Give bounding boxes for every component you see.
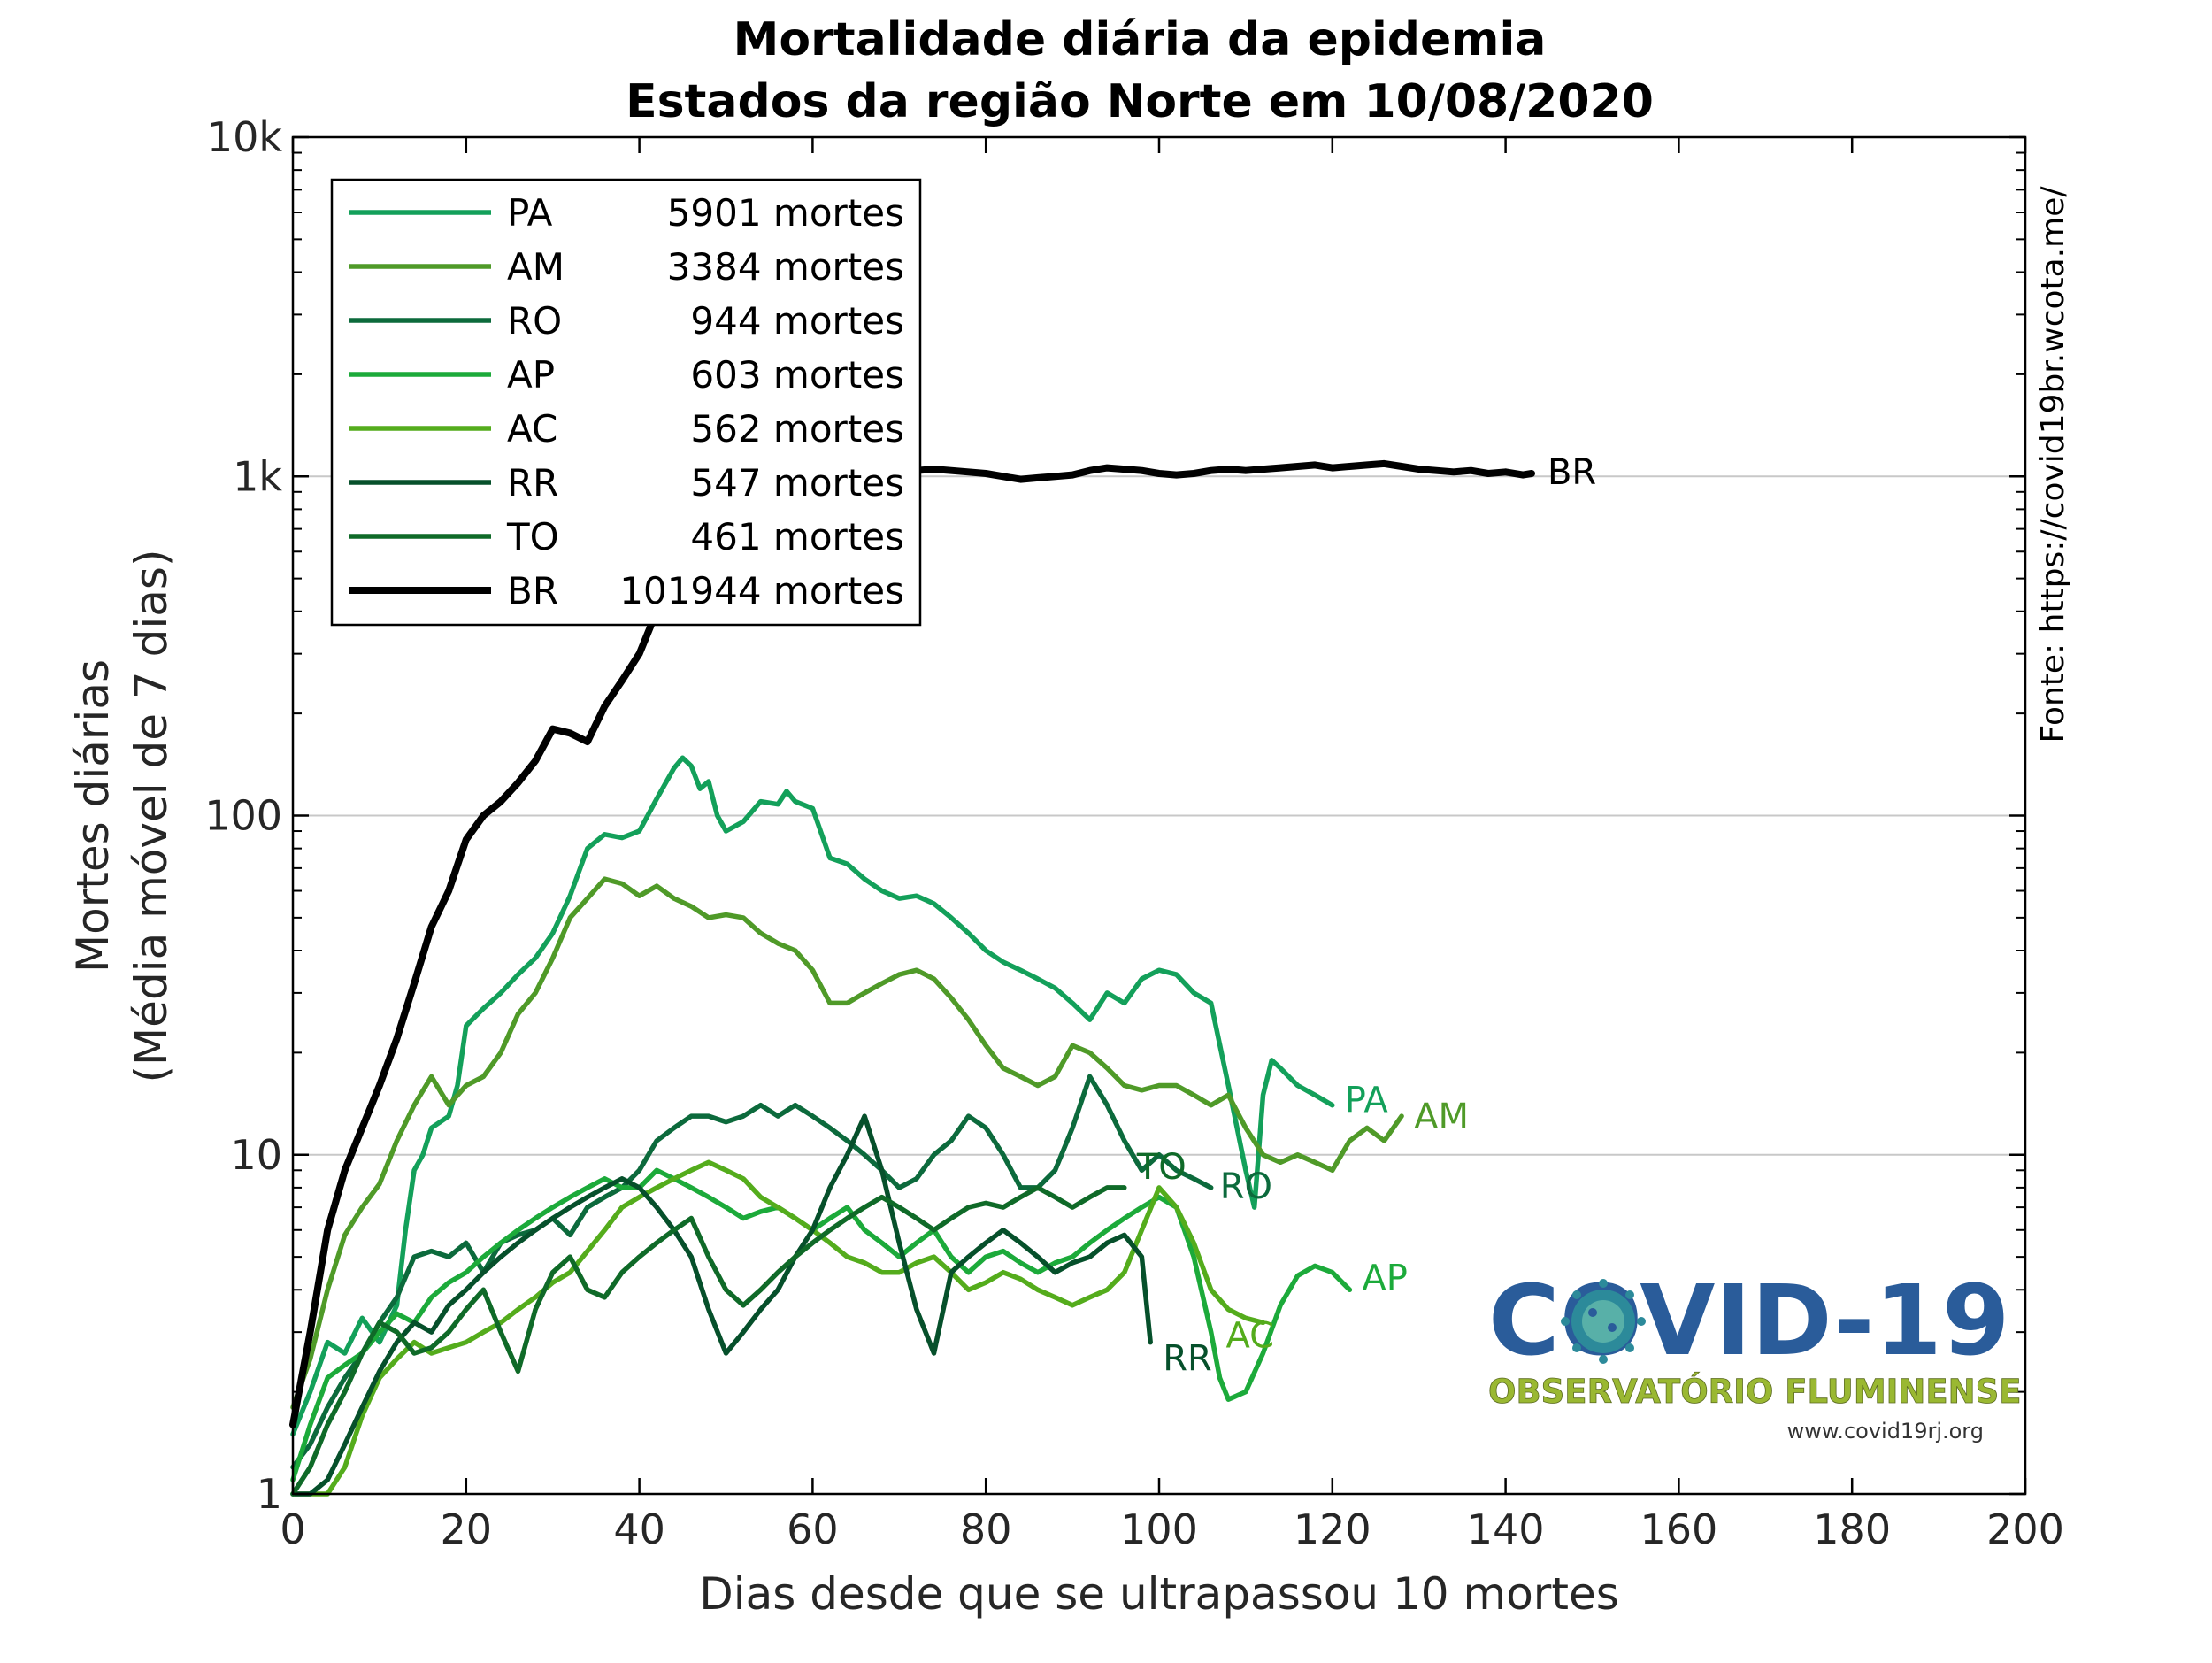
end-label-rr: RR [1163, 1339, 1212, 1380]
tick-labels: 1 10 100 1k 10k 0 20 40 60 80 100 120 140 160 180 200 [204, 113, 2064, 1553]
x-tick-label: 120 [1294, 1505, 1371, 1553]
legend-label-rr: RR [507, 461, 558, 504]
legend-label-to: TO [506, 515, 559, 558]
legend-total-to: 461 mortes [690, 515, 904, 558]
y-tick-label: 100 [204, 792, 282, 840]
legend-label-am: AM [507, 245, 565, 289]
legend-label-ro: RO [507, 299, 562, 343]
axis-ticks [291, 135, 2027, 1496]
logo-url: www.covid19rj.org [1787, 1419, 1984, 1444]
covid-logo: COVID-19 OBSERVATÓRIO FLUMINENSE www.cov… [1488, 1264, 2022, 1444]
legend-total-ap: 603 mortes [690, 353, 904, 397]
legend: PA 5901 mortes AM 3384 mortes RO 944 mortes AP… [330, 178, 922, 627]
chart-title: Mortalidade diária da epidemia [733, 13, 1547, 66]
legend-box [330, 178, 922, 627]
x-tick-label: 140 [1467, 1505, 1545, 1553]
series-line-ap [290, 1167, 1353, 1482]
x-tick-label: 80 [960, 1505, 1012, 1553]
legend-total-am: 3384 mortes [667, 245, 904, 289]
y-tick-label: 1 [257, 1470, 282, 1518]
x-tick-label: 180 [1813, 1505, 1891, 1553]
virus-icon [1561, 1279, 1646, 1364]
legend-total-rr: 547 mortes [690, 461, 904, 504]
series-line-am [290, 876, 1404, 1410]
y-tick-label: 10 [230, 1131, 282, 1179]
x-tick-label: 60 [787, 1505, 839, 1553]
series-end-labels: PA AM RO AP AC RR TO BR [1136, 452, 1596, 1380]
chart-subtitle: Estados da região Norte em 10/08/2020 [626, 75, 1654, 128]
end-label-ro: RO [1220, 1166, 1272, 1207]
series-line-rr [290, 1113, 1153, 1497]
end-label-am: AM [1414, 1097, 1469, 1137]
legend-label-br: BR [507, 569, 558, 612]
source-label: Fonte: https://covid19br.wcota.me/ [2035, 186, 2071, 743]
series-line-ro [290, 1074, 1214, 1470]
x-tick-label: 20 [441, 1505, 493, 1553]
end-label-pa: PA [1345, 1081, 1389, 1121]
end-label-ap: AP [1362, 1258, 1407, 1298]
end-label-to: TO [1136, 1147, 1187, 1188]
series-line-ac [290, 1159, 1266, 1497]
legend-label-pa: PA [507, 191, 553, 235]
x-tick-label: 100 [1120, 1505, 1198, 1553]
legend-total-br: 101944 mortes [619, 569, 904, 612]
logo-org: OBSERVATÓRIO FLUMINENSE [1488, 1372, 2022, 1411]
end-label-br: BR [1548, 452, 1596, 493]
x-tick-label: 160 [1640, 1505, 1717, 1553]
y-axis-label-secondary: (Média móvel de 7 dias) [126, 550, 177, 1083]
y-tick-label: 1k [233, 452, 282, 500]
legend-total-pa: 5901 mortes [667, 191, 904, 235]
legend-total-ac: 562 mortes [690, 407, 904, 450]
legend-label-ac: AC [507, 407, 557, 450]
y-axis-label: Mortes diárias [67, 659, 119, 973]
x-tick-label: 40 [613, 1505, 665, 1553]
x-tick-label: 200 [1986, 1505, 2064, 1553]
series-line-to [290, 1185, 1127, 1497]
legend-label-ap: AP [507, 353, 555, 397]
x-tick-label: 0 [280, 1505, 305, 1553]
y-tick-label: 10k [207, 113, 283, 161]
end-label-ac: AC [1225, 1315, 1274, 1356]
x-axis-label: Dias desde que se ultrapassou 10 mortes [699, 1568, 1619, 1620]
legend-total-ro: 944 mortes [690, 299, 904, 343]
